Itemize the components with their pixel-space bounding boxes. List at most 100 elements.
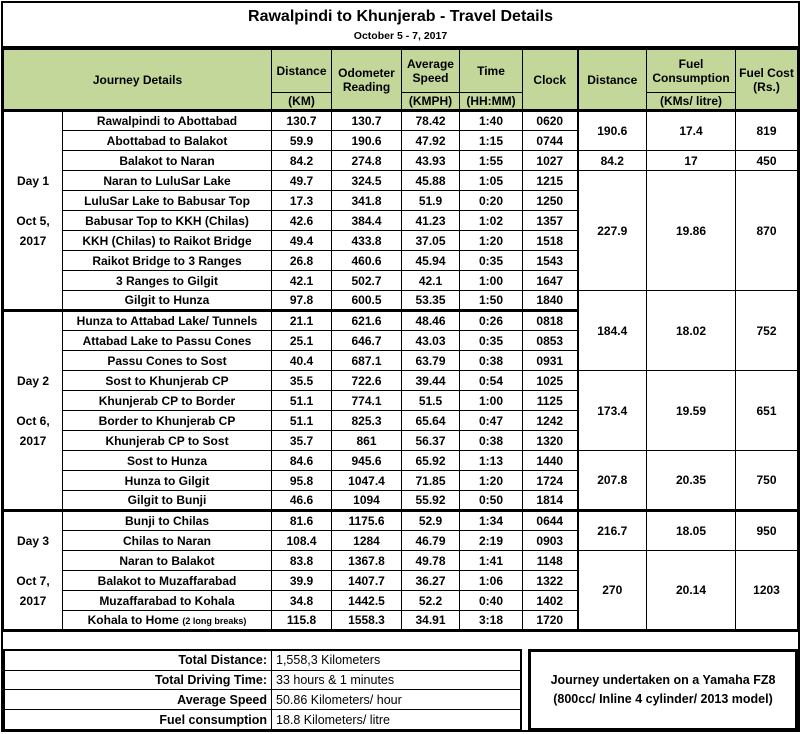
speed-cell[interactable]: 43.93 [401, 150, 460, 171]
distance-cell[interactable]: 35.5 [271, 370, 332, 391]
time-cell[interactable]: 0:40 [459, 590, 523, 611]
fuel-consumption-cell[interactable]: 19.86 [646, 170, 736, 291]
segment-distance-cell[interactable]: 207.8 [577, 450, 647, 511]
time-cell[interactable]: 2:19 [459, 530, 523, 551]
journey-cell[interactable]: Sost to Khunjerab CP [62, 370, 272, 391]
summary-label-cell[interactable]: Total Driving Time: [3, 669, 272, 691]
odometer-cell[interactable]: 621.6 [331, 309, 402, 331]
distance-cell[interactable]: 40.4 [271, 350, 332, 371]
odometer-cell[interactable]: 1407.7 [331, 570, 402, 591]
segment-distance-cell[interactable]: 270 [577, 550, 647, 631]
col-header-segment-distance[interactable]: Distance [577, 49, 647, 112]
vehicle-note-box[interactable]: Journey undertaken on a Yamaha FZ8 (800c… [528, 649, 798, 731]
clock-cell[interactable]: 0903 [522, 530, 579, 551]
col-header-distance[interactable]: Distance [271, 49, 332, 93]
summary-value-cell[interactable]: 50.86 Kilometers/ hour [271, 689, 522, 711]
speed-cell[interactable]: 78.42 [401, 110, 460, 131]
fuel-cost-cell[interactable]: 1203 [735, 550, 798, 631]
clock-cell[interactable]: 0620 [522, 110, 579, 131]
journey-cell[interactable]: Abottabad to Balakot [62, 130, 272, 151]
time-cell[interactable]: 0:20 [459, 190, 523, 211]
summary-label-cell[interactable]: Fuel consumption [3, 709, 272, 731]
segment-distance-cell[interactable]: 190.6 [577, 110, 647, 151]
fuel-cost-cell[interactable]: 750 [735, 450, 798, 511]
time-cell[interactable]: 1:34 [459, 509, 523, 531]
speed-cell[interactable]: 34.91 [401, 610, 460, 632]
distance-cell[interactable]: 25.1 [271, 330, 332, 351]
fuel-cost-cell[interactable]: 819 [735, 110, 798, 151]
journey-cell[interactable]: Gilgit to Hunza [62, 290, 272, 311]
speed-cell[interactable]: 43.03 [401, 330, 460, 351]
col-subheader-kms-litre[interactable]: (KMs/ litre) [646, 92, 736, 112]
speed-cell[interactable]: 47.92 [401, 130, 460, 151]
summary-label-cell[interactable]: Total Distance: [3, 649, 272, 671]
clock-cell[interactable]: 1402 [522, 590, 579, 611]
distance-cell[interactable]: 42.1 [271, 270, 332, 291]
odometer-cell[interactable]: 600.5 [331, 290, 402, 311]
odometer-cell[interactable]: 460.6 [331, 250, 402, 271]
clock-cell[interactable]: 0644 [522, 509, 579, 531]
journey-cell[interactable]: Naran to LuluSar Lake [62, 170, 272, 191]
clock-cell[interactable]: 1647 [522, 270, 579, 291]
journey-cell[interactable]: Khunjerab CP to Border [62, 390, 272, 411]
odometer-cell[interactable]: 341.8 [331, 190, 402, 211]
segment-distance-cell[interactable]: 227.9 [577, 170, 647, 291]
fuel-cost-cell[interactable]: 450 [735, 150, 798, 171]
clock-cell[interactable]: 1814 [522, 490, 579, 511]
fuel-consumption-cell[interactable]: 20.35 [646, 450, 736, 511]
distance-cell[interactable]: 84.2 [271, 150, 332, 171]
time-cell[interactable]: 0:35 [459, 330, 523, 351]
time-cell[interactable]: 1:41 [459, 550, 523, 571]
col-header-fuel-consumption[interactable]: Fuel Consumption [646, 49, 736, 93]
summary-label-cell[interactable]: Average Speed [3, 689, 272, 711]
distance-cell[interactable]: 108.4 [271, 530, 332, 551]
distance-cell[interactable]: 84.6 [271, 450, 332, 471]
speed-cell[interactable]: 37.05 [401, 230, 460, 251]
speed-cell[interactable]: 42.1 [401, 270, 460, 291]
clock-cell[interactable]: 1322 [522, 570, 579, 591]
journey-cell[interactable]: KKH (Chilas) to Raikot Bridge [62, 230, 272, 251]
clock-cell[interactable]: 1840 [522, 290, 579, 311]
journey-cell[interactable]: Hunza to Gilgit [62, 470, 272, 491]
clock-cell[interactable]: 1440 [522, 450, 579, 471]
fuel-consumption-cell[interactable]: 19.59 [646, 370, 736, 451]
journey-cell[interactable]: Border to Khunjerab CP [62, 410, 272, 431]
odometer-cell[interactable]: 945.6 [331, 450, 402, 471]
col-header-average-speed[interactable]: Average Speed [401, 49, 460, 93]
odometer-cell[interactable]: 646.7 [331, 330, 402, 351]
distance-cell[interactable]: 130.7 [271, 110, 332, 131]
time-cell[interactable]: 1:55 [459, 150, 523, 171]
day-label-cell[interactable]: Day 1 Oct 5, 2017 [3, 110, 63, 311]
time-cell[interactable]: 3:18 [459, 610, 523, 632]
clock-cell[interactable]: 1215 [522, 170, 579, 191]
journey-cell[interactable]: Sost to Hunza [62, 450, 272, 471]
time-cell[interactable]: 1:00 [459, 270, 523, 291]
odometer-cell[interactable]: 384.4 [331, 210, 402, 231]
clock-cell[interactable]: 1357 [522, 210, 579, 231]
time-cell[interactable]: 1:50 [459, 290, 523, 311]
odometer-cell[interactable]: 1175.6 [331, 509, 402, 531]
clock-cell[interactable]: 0818 [522, 309, 579, 331]
journey-cell[interactable]: LuluSar Lake to Babusar Top [62, 190, 272, 211]
speed-cell[interactable]: 52.2 [401, 590, 460, 611]
odometer-cell[interactable]: 1284 [331, 530, 402, 551]
speed-cell[interactable]: 53.35 [401, 290, 460, 311]
speed-cell[interactable]: 45.88 [401, 170, 460, 191]
clock-cell[interactable]: 0744 [522, 130, 579, 151]
fuel-cost-cell[interactable]: 870 [735, 170, 798, 291]
time-cell[interactable]: 1:13 [459, 450, 523, 471]
day-label-cell[interactable]: Day 2 Oct 6, 2017 [3, 309, 63, 511]
distance-cell[interactable]: 46.6 [271, 490, 332, 511]
distance-cell[interactable]: 95.8 [271, 470, 332, 491]
time-cell[interactable]: 1:05 [459, 170, 523, 191]
clock-cell[interactable]: 1720 [522, 610, 579, 632]
time-cell[interactable]: 1:06 [459, 570, 523, 591]
odometer-cell[interactable]: 1094 [331, 490, 402, 511]
clock-cell[interactable]: 1148 [522, 550, 579, 571]
col-header-time[interactable]: Time [459, 49, 523, 93]
col-subheader-kmph[interactable]: (KMPH) [401, 92, 460, 112]
distance-cell[interactable]: 49.7 [271, 170, 332, 191]
odometer-cell[interactable]: 190.6 [331, 130, 402, 151]
time-cell[interactable]: 0:38 [459, 350, 523, 371]
fuel-cost-cell[interactable]: 950 [735, 509, 798, 551]
